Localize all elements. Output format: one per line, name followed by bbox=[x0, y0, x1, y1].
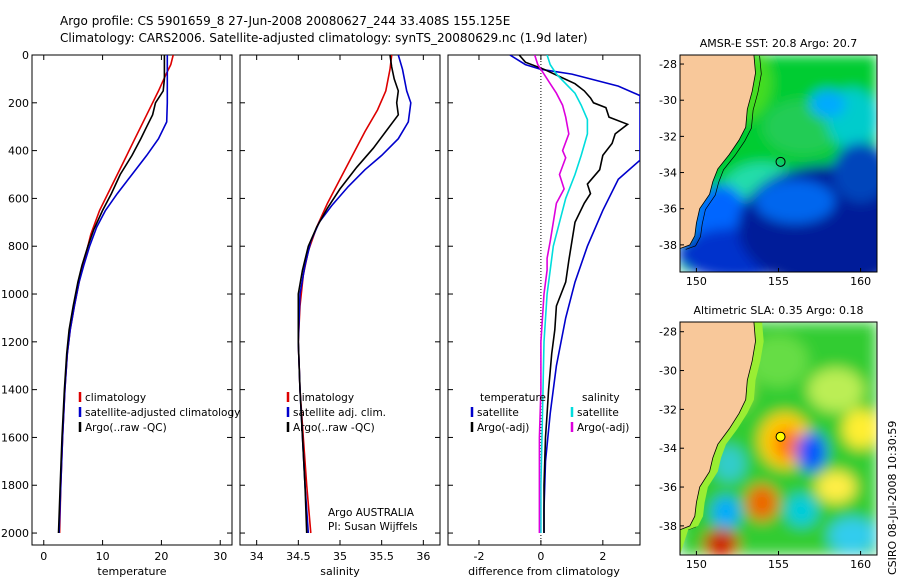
y-tick-label: -34 bbox=[659, 167, 677, 180]
series-line-argo-raw-qc- bbox=[297, 55, 400, 534]
x-tick-label: 155 bbox=[768, 275, 789, 288]
y-tick-label: 2000 bbox=[1, 527, 29, 540]
y-tick-label: -32 bbox=[659, 130, 677, 143]
x-tick-label: 2 bbox=[599, 550, 606, 563]
legend-label: satellite adj. clim. bbox=[293, 407, 386, 419]
x-tick-label: 150 bbox=[686, 558, 707, 571]
map-title: AMSR-E SST: 20.8 Argo: 20.7 bbox=[700, 37, 858, 50]
x-tick-label: 0 bbox=[537, 550, 544, 563]
y-tick-label: 400 bbox=[8, 145, 29, 158]
x-axis-label: difference from climatology bbox=[468, 565, 620, 578]
figure-title-line2: Climatology: CARS2006. Satellite-adjuste… bbox=[60, 31, 588, 45]
x-tick-label: 20 bbox=[154, 550, 168, 563]
y-tick-label: -36 bbox=[659, 203, 677, 216]
series-line-argo-raw-qc- bbox=[57, 55, 166, 534]
x-tick-label: 36 bbox=[416, 550, 430, 563]
legend-label: satellite bbox=[577, 407, 619, 419]
sla-field-blob bbox=[796, 432, 827, 473]
sla-field-blob bbox=[815, 471, 856, 504]
y-tick-label: 200 bbox=[8, 97, 29, 110]
argo-position-marker bbox=[775, 431, 786, 442]
argo-position-marker bbox=[775, 156, 786, 167]
legend-label: satellite bbox=[477, 407, 519, 419]
series-line-climatology bbox=[297, 55, 393, 534]
sst-field-blob bbox=[809, 89, 846, 118]
figure-title-line1: Argo profile: CS 5901659_8 27-Jun-2008 2… bbox=[60, 14, 510, 28]
sla-field-blob bbox=[746, 484, 779, 521]
sla-field-blob bbox=[842, 408, 877, 449]
legend-label: Argo(-adj) bbox=[577, 422, 629, 434]
y-tick-label: 1000 bbox=[1, 288, 29, 301]
legend-heading: salinity bbox=[582, 392, 620, 404]
y-tick-label: 0 bbox=[22, 49, 29, 62]
x-tick-label: 155 bbox=[768, 558, 789, 571]
y-tick-label: -36 bbox=[659, 481, 677, 494]
sla-field-blob bbox=[785, 494, 818, 527]
y-tick-label: -28 bbox=[659, 326, 677, 339]
sla-field-blob bbox=[748, 334, 809, 387]
sst-map: AMSR-E SST: 20.8 Argo: 20.7 150 155 160 -28 -… bbox=[659, 37, 878, 288]
x-tick-label: 150 bbox=[686, 275, 707, 288]
y-tick-label: -38 bbox=[659, 520, 677, 533]
y-tick-label: 800 bbox=[8, 240, 29, 253]
x-axis-label: temperature bbox=[97, 565, 166, 578]
sst-field-blob bbox=[754, 179, 835, 224]
x-tick-label: 35 bbox=[333, 550, 347, 563]
series-line-satellite bbox=[540, 55, 589, 533]
y-tick-label: 1200 bbox=[1, 336, 29, 349]
sla-field-blob bbox=[703, 529, 740, 555]
legend-label: Argo(-adj) bbox=[477, 422, 529, 434]
x-tick-label: 0 bbox=[40, 550, 47, 563]
salinity-plot: 34 34.5 35 35.5 36 salinity climatology satelli… bbox=[239, 54, 441, 578]
map-title: Altimetric SLA: 0.35 Argo: 0.18 bbox=[693, 304, 863, 317]
y-tick-label: -28 bbox=[659, 58, 677, 71]
y-tick-label: -34 bbox=[659, 442, 677, 455]
x-tick-label: 10 bbox=[96, 550, 110, 563]
plot-frame bbox=[447, 54, 641, 546]
y-tick-label: 600 bbox=[8, 192, 29, 205]
annotation-text: Argo AUSTRALIA bbox=[328, 507, 415, 519]
sla-field-blob bbox=[828, 517, 877, 554]
legend-label: Argo(..raw -QC) bbox=[85, 422, 167, 434]
plot-frame bbox=[31, 54, 233, 546]
sst-field-blob bbox=[832, 142, 877, 203]
series-line-argo-adj- bbox=[518, 55, 630, 533]
series-line-satellite-adj-clim- bbox=[297, 55, 412, 534]
series-line-argo-adj- bbox=[533, 55, 570, 533]
x-tick-label: -2 bbox=[473, 550, 484, 563]
x-tick-label: 35.5 bbox=[369, 550, 394, 563]
land-mass bbox=[680, 55, 756, 272]
legend-label: satellite-adjusted climatology bbox=[85, 407, 240, 419]
land-mass bbox=[680, 322, 756, 555]
y-tick-label: 1800 bbox=[1, 479, 29, 492]
legend-label: Argo(..raw -QC) bbox=[293, 422, 375, 434]
x-tick-label: 160 bbox=[850, 275, 871, 288]
y-tick-label: 1400 bbox=[1, 384, 29, 397]
x-tick-label: 160 bbox=[850, 558, 871, 571]
temperature-plot: 0 10 20 30 0 200 400 600 800 1000 1200 1400 1600 1800… bbox=[1, 49, 240, 578]
x-tick-label: 34.5 bbox=[286, 550, 311, 563]
legend-heading: temperature bbox=[480, 392, 546, 404]
sla-map: Altimetric SLA: 0.35 Argo: 0.18 150 155 160… bbox=[659, 304, 878, 571]
x-axis-label: salinity bbox=[320, 565, 360, 578]
y-tick-label: 1600 bbox=[1, 431, 29, 444]
annotation-text: PI: Susan Wijffels bbox=[328, 521, 418, 533]
isobath-line bbox=[685, 55, 762, 250]
y-tick-label: -38 bbox=[659, 239, 677, 252]
series-line-satellite bbox=[509, 55, 640, 533]
legend-label: climatology bbox=[293, 392, 354, 404]
sla-field-blob bbox=[807, 367, 864, 412]
y-tick-label: -30 bbox=[659, 94, 677, 107]
x-tick-label: 30 bbox=[213, 550, 227, 563]
difference-plot: -2 0 2 difference from climatology temperatu… bbox=[447, 54, 641, 578]
y-tick-label: -32 bbox=[659, 403, 677, 416]
sla-field-blob bbox=[711, 496, 740, 529]
x-tick-label: 34 bbox=[250, 550, 264, 563]
legend-label: climatology bbox=[85, 392, 146, 404]
credit-label: CSIRO 08-Jul-2008 10:30:59 bbox=[886, 421, 899, 575]
plot-frame bbox=[239, 54, 441, 546]
y-tick-label: -30 bbox=[659, 365, 677, 378]
